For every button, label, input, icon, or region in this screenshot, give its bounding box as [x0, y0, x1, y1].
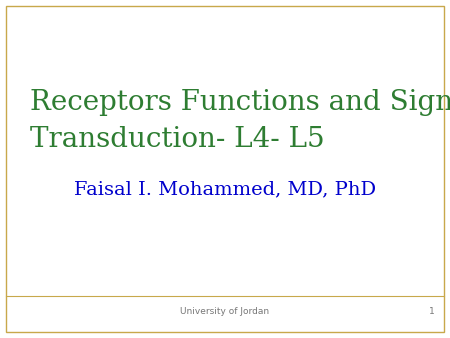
- Text: 1: 1: [429, 307, 435, 316]
- Text: Faisal I. Mohammed, MD, PhD: Faisal I. Mohammed, MD, PhD: [74, 180, 376, 198]
- Text: University of Jordan: University of Jordan: [180, 307, 270, 316]
- Text: Transduction- L4- L5: Transduction- L4- L5: [30, 126, 324, 153]
- Text: Receptors Functions and Signal: Receptors Functions and Signal: [30, 89, 450, 116]
